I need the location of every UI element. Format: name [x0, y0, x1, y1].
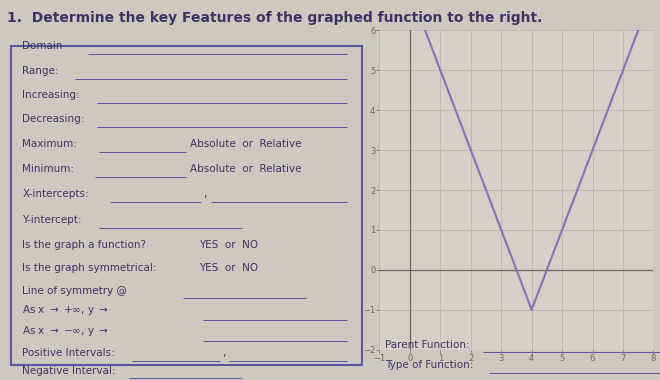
Text: Parent Function:: Parent Function: [385, 340, 470, 350]
Text: As x $\rightarrow$ +$\infty$, y $\rightarrow$: As x $\rightarrow$ +$\infty$, y $\righta… [22, 303, 110, 317]
Text: Increasing:: Increasing: [22, 90, 80, 100]
Text: YES  or  NO: YES or NO [199, 263, 259, 273]
Text: Is the graph symmetrical:: Is the graph symmetrical: [22, 263, 157, 273]
Text: Positive Intervals:: Positive Intervals: [22, 348, 115, 358]
Text: ,: , [203, 189, 207, 199]
Text: Minimum:: Minimum: [22, 164, 75, 174]
Text: X-intercepts:: X-intercepts: [22, 189, 89, 199]
Text: Decreasing:: Decreasing: [22, 114, 84, 124]
Text: ,: , [222, 348, 225, 358]
Text: Line of symmetry @: Line of symmetry @ [22, 286, 127, 296]
Text: As x $\rightarrow$ $-\infty$, y $\rightarrow$: As x $\rightarrow$ $-\infty$, y $\righta… [22, 324, 110, 338]
Text: Y-intercept:: Y-intercept: [22, 215, 82, 225]
Text: Absolute  or  Relative: Absolute or Relative [190, 139, 302, 149]
Text: Absolute  or  Relative: Absolute or Relative [190, 164, 302, 174]
Text: Is the graph a function?: Is the graph a function? [22, 240, 147, 250]
Text: Range:: Range: [22, 66, 59, 76]
Text: 1.  Determine the key Features of the graphed function to the right.: 1. Determine the key Features of the gra… [7, 11, 542, 25]
Text: YES  or  NO: YES or NO [199, 240, 259, 250]
Text: Maximum:: Maximum: [22, 139, 77, 149]
Text: Negative Interval:: Negative Interval: [22, 366, 116, 376]
Text: Domain: Domain [22, 41, 63, 51]
Text: Type of Function:: Type of Function: [385, 361, 473, 370]
